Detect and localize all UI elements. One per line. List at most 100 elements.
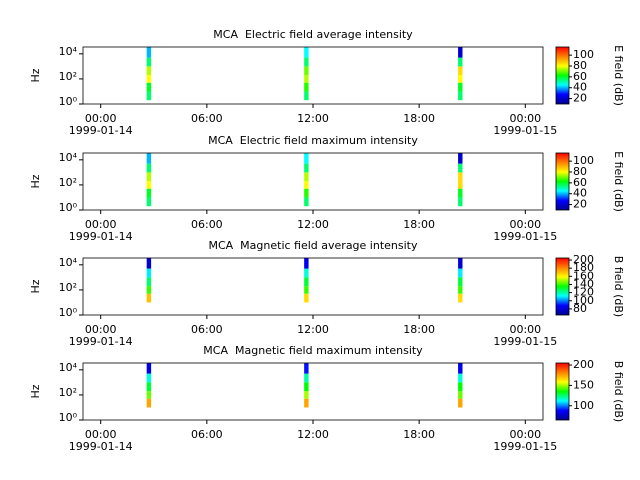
x-tick-label: 12:00: [297, 428, 329, 441]
y-tick-label: 10⁰: [59, 411, 78, 424]
spectrogram-cell: [458, 91, 463, 101]
colorbar-label: B field (dB): [612, 256, 625, 317]
x-tick-label: 00:00: [509, 428, 541, 441]
spectrogram-cell: [304, 91, 309, 101]
spectrogram-cell: [304, 363, 309, 374]
x-tick-label: 06:00: [191, 112, 223, 125]
spectrogram-cell: [458, 373, 463, 383]
y-tick-label: 10²: [59, 176, 77, 189]
colorbar: [555, 257, 570, 316]
spectrogram-cell: [146, 373, 152, 383]
spectrogram-cell: [304, 172, 309, 182]
spectrogram-cell: [458, 163, 463, 173]
spectrogram-cell: [304, 75, 309, 83]
colorbar: [555, 362, 570, 421]
colorbar-tick-label: 120: [573, 286, 594, 299]
spectrogram-cell: [146, 91, 152, 101]
spectrogram-cell: [304, 373, 309, 383]
spectrogram-cell: [146, 181, 152, 189]
colorbar-tick-label: 60: [573, 70, 587, 83]
spectrogram-cell: [458, 268, 463, 278]
y-tick-label: 10⁴: [59, 151, 78, 164]
x-tick-label: 12:00: [297, 323, 329, 336]
colorbar-tick-label: 80: [573, 59, 587, 72]
x-tick-label: 06:00: [191, 218, 223, 231]
x-tick-label: 12:00: [297, 112, 329, 125]
spectrogram-cell: [146, 188, 152, 198]
spectrogram-cell: [458, 382, 463, 392]
colorbar: [555, 46, 570, 105]
colorbar-tick-label: 40: [573, 187, 587, 200]
colorbar: [555, 152, 570, 211]
spectrogram-cell: [146, 293, 152, 303]
spectrogram-cell: [304, 47, 309, 58]
spectrogram-cell: [304, 197, 309, 207]
spectrogram-cell: [458, 75, 463, 83]
spectrogram-cell: [304, 153, 309, 164]
x-tick-label: 00:00: [509, 323, 541, 336]
spectrogram-cell: [458, 66, 463, 76]
colorbar-tick-label: 20: [573, 92, 587, 105]
spectrogram-cell: [146, 268, 152, 278]
axes-frame: [82, 46, 544, 105]
y-tick-label: 10⁰: [59, 201, 78, 214]
colorbar-tick-label: 200: [573, 358, 594, 371]
panel-title: MCA Magnetic field average intensity: [208, 239, 417, 252]
spectrogram-cell: [304, 66, 309, 76]
x-tick-label: 12:00: [297, 218, 329, 231]
spectrogram-cell: [304, 398, 309, 408]
spectrogram-cell: [458, 153, 463, 164]
panel-title: MCA Electric field average intensity: [213, 28, 413, 41]
spectrogram-cell: [146, 57, 152, 67]
spectrogram-cell: [458, 258, 463, 269]
spectrogram-cell: [146, 197, 152, 207]
spectrogram-cell: [304, 268, 309, 278]
spectrogram-cell: [458, 57, 463, 67]
colorbar-label: E field (dB): [612, 151, 625, 212]
spectrogram-cell: [458, 277, 463, 287]
colorbar-tick-label: 100: [573, 48, 594, 61]
spectrogram-cell: [146, 382, 152, 392]
y-tick-label: 10²: [59, 70, 77, 83]
spectrogram-cell: [458, 398, 463, 408]
x-tick-label: 00:00: [85, 323, 117, 336]
x-tick-label: 00:00: [509, 112, 541, 125]
colorbar-tick-label: 180: [573, 261, 594, 274]
colorbar-tick-label: 60: [573, 176, 587, 189]
spectrogram-cell: [304, 57, 309, 67]
colorbar-tick-label: 100: [573, 154, 594, 167]
y-axis-label: Hz: [29, 384, 42, 398]
spectrogram-cell: [304, 181, 309, 189]
y-axis-label: Hz: [29, 68, 42, 82]
x-tick-label: 00:00: [85, 218, 117, 231]
x-tick-date: 1999-01-15: [493, 124, 557, 137]
colorbar-label: B field (dB): [612, 361, 625, 422]
colorbar-tick-label: 150: [573, 378, 594, 391]
y-tick-label: 10²: [59, 386, 77, 399]
y-tick-label: 10⁰: [59, 95, 78, 108]
x-tick-date: 1999-01-14: [69, 230, 133, 243]
spectrogram-cell: [146, 66, 152, 76]
axes-frame: [82, 362, 544, 421]
spectrogram-cell: [458, 47, 463, 58]
panel-title: MCA Electric field maximum intensity: [208, 134, 418, 147]
x-tick-label: 00:00: [509, 218, 541, 231]
y-axis-label: Hz: [29, 279, 42, 293]
spectrogram-cell: [146, 172, 152, 182]
colorbar-tick-label: 100: [573, 399, 594, 412]
y-tick-label: 10⁴: [59, 256, 78, 269]
x-tick-label: 06:00: [191, 428, 223, 441]
panel-title: MCA Magnetic field maximum intensity: [203, 344, 423, 357]
spectrogram-cell: [146, 277, 152, 287]
x-tick-label: 06:00: [191, 323, 223, 336]
x-tick-date: 1999-01-15: [493, 440, 557, 453]
x-tick-label: 00:00: [85, 428, 117, 441]
y-tick-label: 10⁴: [59, 45, 78, 58]
x-tick-label: 18:00: [403, 218, 435, 231]
y-tick-label: 10⁴: [59, 361, 78, 374]
colorbar-tick-label: 20: [573, 198, 587, 211]
x-tick-label: 18:00: [403, 428, 435, 441]
spectrogram-cell: [304, 382, 309, 392]
spectrogram-cell: [458, 188, 463, 198]
